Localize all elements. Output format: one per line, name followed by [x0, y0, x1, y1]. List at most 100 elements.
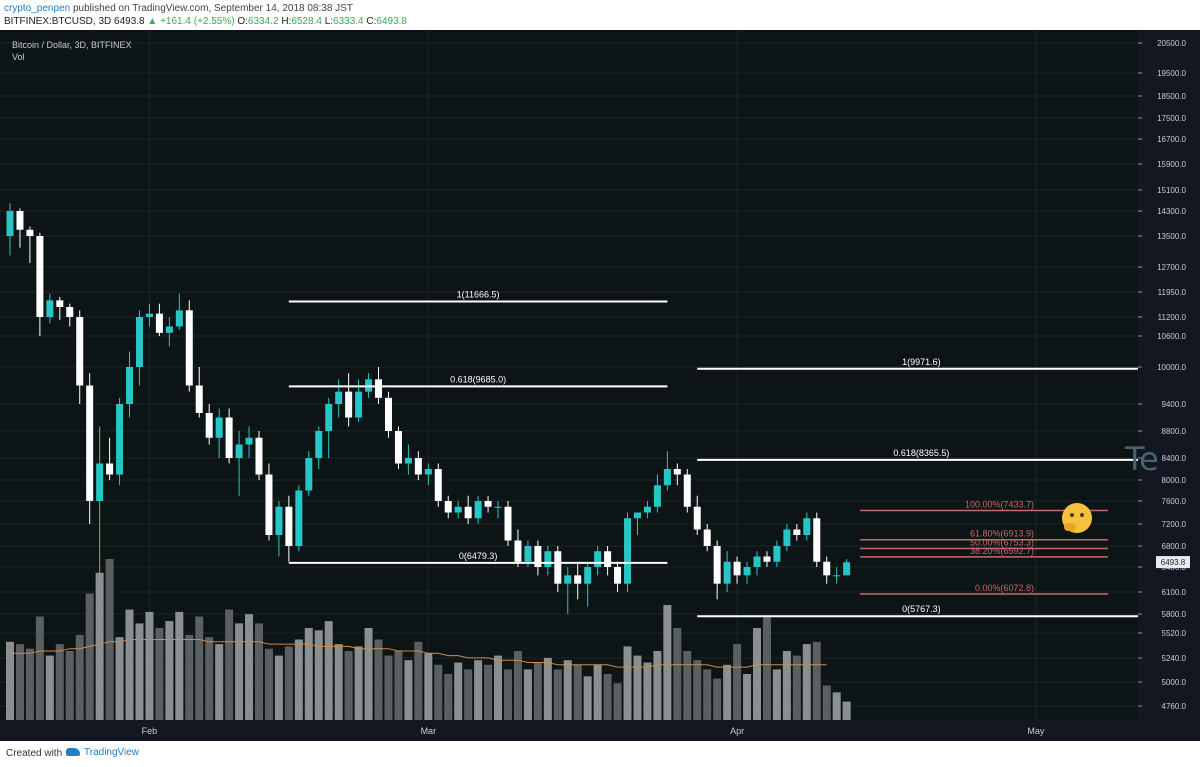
y-tick-label: 20500.0 — [1157, 39, 1186, 48]
tradingview-link[interactable]: TradingView — [66, 747, 139, 758]
candle-body — [723, 561, 731, 584]
volume-bar — [593, 664, 602, 720]
fib-label: 0.618(8365.5) — [893, 448, 949, 458]
candle-body — [564, 575, 572, 584]
x-tick-label: Feb — [142, 726, 158, 736]
publish-line: crypto_penpen published on TradingView.c… — [4, 3, 353, 14]
volume-indicator-label: Vol — [12, 52, 25, 62]
candle-body — [414, 458, 422, 475]
volume-bar — [723, 664, 732, 720]
candle-body — [175, 310, 183, 327]
volume-bar — [733, 644, 742, 720]
y-tick-label: 9400.0 — [1162, 400, 1187, 409]
volume-bar — [35, 616, 44, 720]
watermark: Te — [1125, 440, 1159, 478]
created-with-text: Created with — [6, 748, 63, 759]
price-chart[interactable]: 1(11666.5) 0.618(9685.0) 0(6479.3) 1(9971.6… — [0, 30, 1200, 741]
x-tick-label: Mar — [421, 726, 437, 736]
low-label: L: — [324, 16, 334, 27]
candle-body — [66, 307, 74, 317]
candle-body — [16, 211, 24, 230]
volume-bar — [762, 616, 771, 720]
volume-bar — [264, 648, 273, 720]
candle-body — [295, 490, 303, 546]
chart-title: Bitcoin / Dollar, 3D, BITFINEX — [12, 40, 132, 50]
header-bar: crypto_penpen published on TradingView.c… — [0, 0, 1200, 30]
volume-bar — [484, 664, 493, 720]
y-tick-label: 14300.0 — [1157, 207, 1186, 216]
candle-body — [653, 485, 661, 507]
candle-body — [185, 310, 193, 386]
y-tick-label: 5000.0 — [1162, 678, 1187, 687]
candle-body — [245, 437, 253, 445]
volume-bar — [215, 644, 224, 720]
volume-bar — [394, 651, 403, 720]
candle-body — [763, 556, 771, 562]
fib-retracement-label: 61.80%(6913.9) — [970, 529, 1034, 539]
volume-bar — [643, 662, 652, 720]
up-arrow-icon: ▲ — [147, 16, 158, 27]
volume-bar — [55, 644, 64, 720]
volume-bar — [205, 637, 214, 720]
candle-body — [643, 506, 651, 513]
volume-bar — [673, 628, 682, 720]
candle-body — [155, 313, 163, 333]
grid — [0, 30, 1138, 720]
candle-body — [305, 458, 313, 491]
candle-body — [743, 567, 751, 576]
time-axis[interactable] — [0, 720, 1200, 741]
candle-body — [843, 562, 851, 576]
volume-bar — [145, 611, 154, 720]
volume-bar — [85, 593, 94, 720]
volume-bar — [414, 641, 423, 720]
low-value: 6333.4 — [333, 16, 364, 27]
candle-body — [494, 506, 502, 508]
volume-bar — [195, 616, 204, 720]
symbol-label: BITFINEX:BTCUSD, 3D — [4, 16, 112, 27]
candle-body — [614, 567, 622, 584]
volume-bar — [245, 614, 254, 720]
fib-label: 0(5767.3) — [902, 604, 941, 614]
open-label: O: — [237, 16, 248, 27]
volume-bar — [6, 641, 14, 720]
volume-bar — [314, 630, 323, 720]
candle-body — [165, 326, 173, 333]
candle-body — [753, 556, 761, 567]
author-link[interactable]: crypto_penpen — [4, 3, 71, 14]
volume-bar — [623, 646, 632, 720]
volume-bar — [235, 623, 244, 720]
candle-body — [594, 551, 602, 567]
fib-levels[interactable]: 1(11666.5) 0.618(9685.0) 0(6479.3) 1(9971.6… — [288, 289, 1200, 618]
y-tick-label: 15100.0 — [1157, 186, 1186, 195]
volume-bar — [294, 639, 303, 720]
volume-bar — [304, 628, 313, 720]
volume-bar — [782, 651, 791, 720]
volume-bar — [464, 669, 473, 720]
candles — [6, 203, 851, 614]
volume-bar — [543, 657, 552, 720]
candle-body — [285, 506, 293, 546]
candle-body — [96, 463, 104, 501]
volume-ma-line — [10, 639, 827, 668]
volume-bar — [424, 653, 433, 720]
close-value: 6493.8 — [376, 16, 407, 27]
candle-body — [106, 463, 114, 475]
candle-body — [255, 437, 263, 475]
volume-bar — [384, 655, 393, 720]
candle-body — [135, 317, 143, 367]
volume-bar — [633, 655, 642, 720]
volume-bar — [434, 664, 443, 720]
last-price-label: 6493.8 — [1161, 558, 1186, 567]
y-tick-label: 11200.0 — [1158, 313, 1187, 322]
price-axis[interactable] — [1138, 30, 1200, 720]
volume-bar — [653, 651, 662, 720]
candle-body — [813, 518, 821, 562]
y-tick-label: 6800.0 — [1162, 542, 1187, 551]
volume-bar — [444, 674, 453, 720]
y-tick-label: 5520.0 — [1162, 629, 1187, 638]
footer: Created with TradingView — [0, 741, 1200, 767]
y-tick-label: 12700.0 — [1157, 263, 1186, 272]
candle-body — [773, 546, 781, 562]
candle-body — [275, 506, 283, 535]
candle-body — [46, 300, 54, 317]
